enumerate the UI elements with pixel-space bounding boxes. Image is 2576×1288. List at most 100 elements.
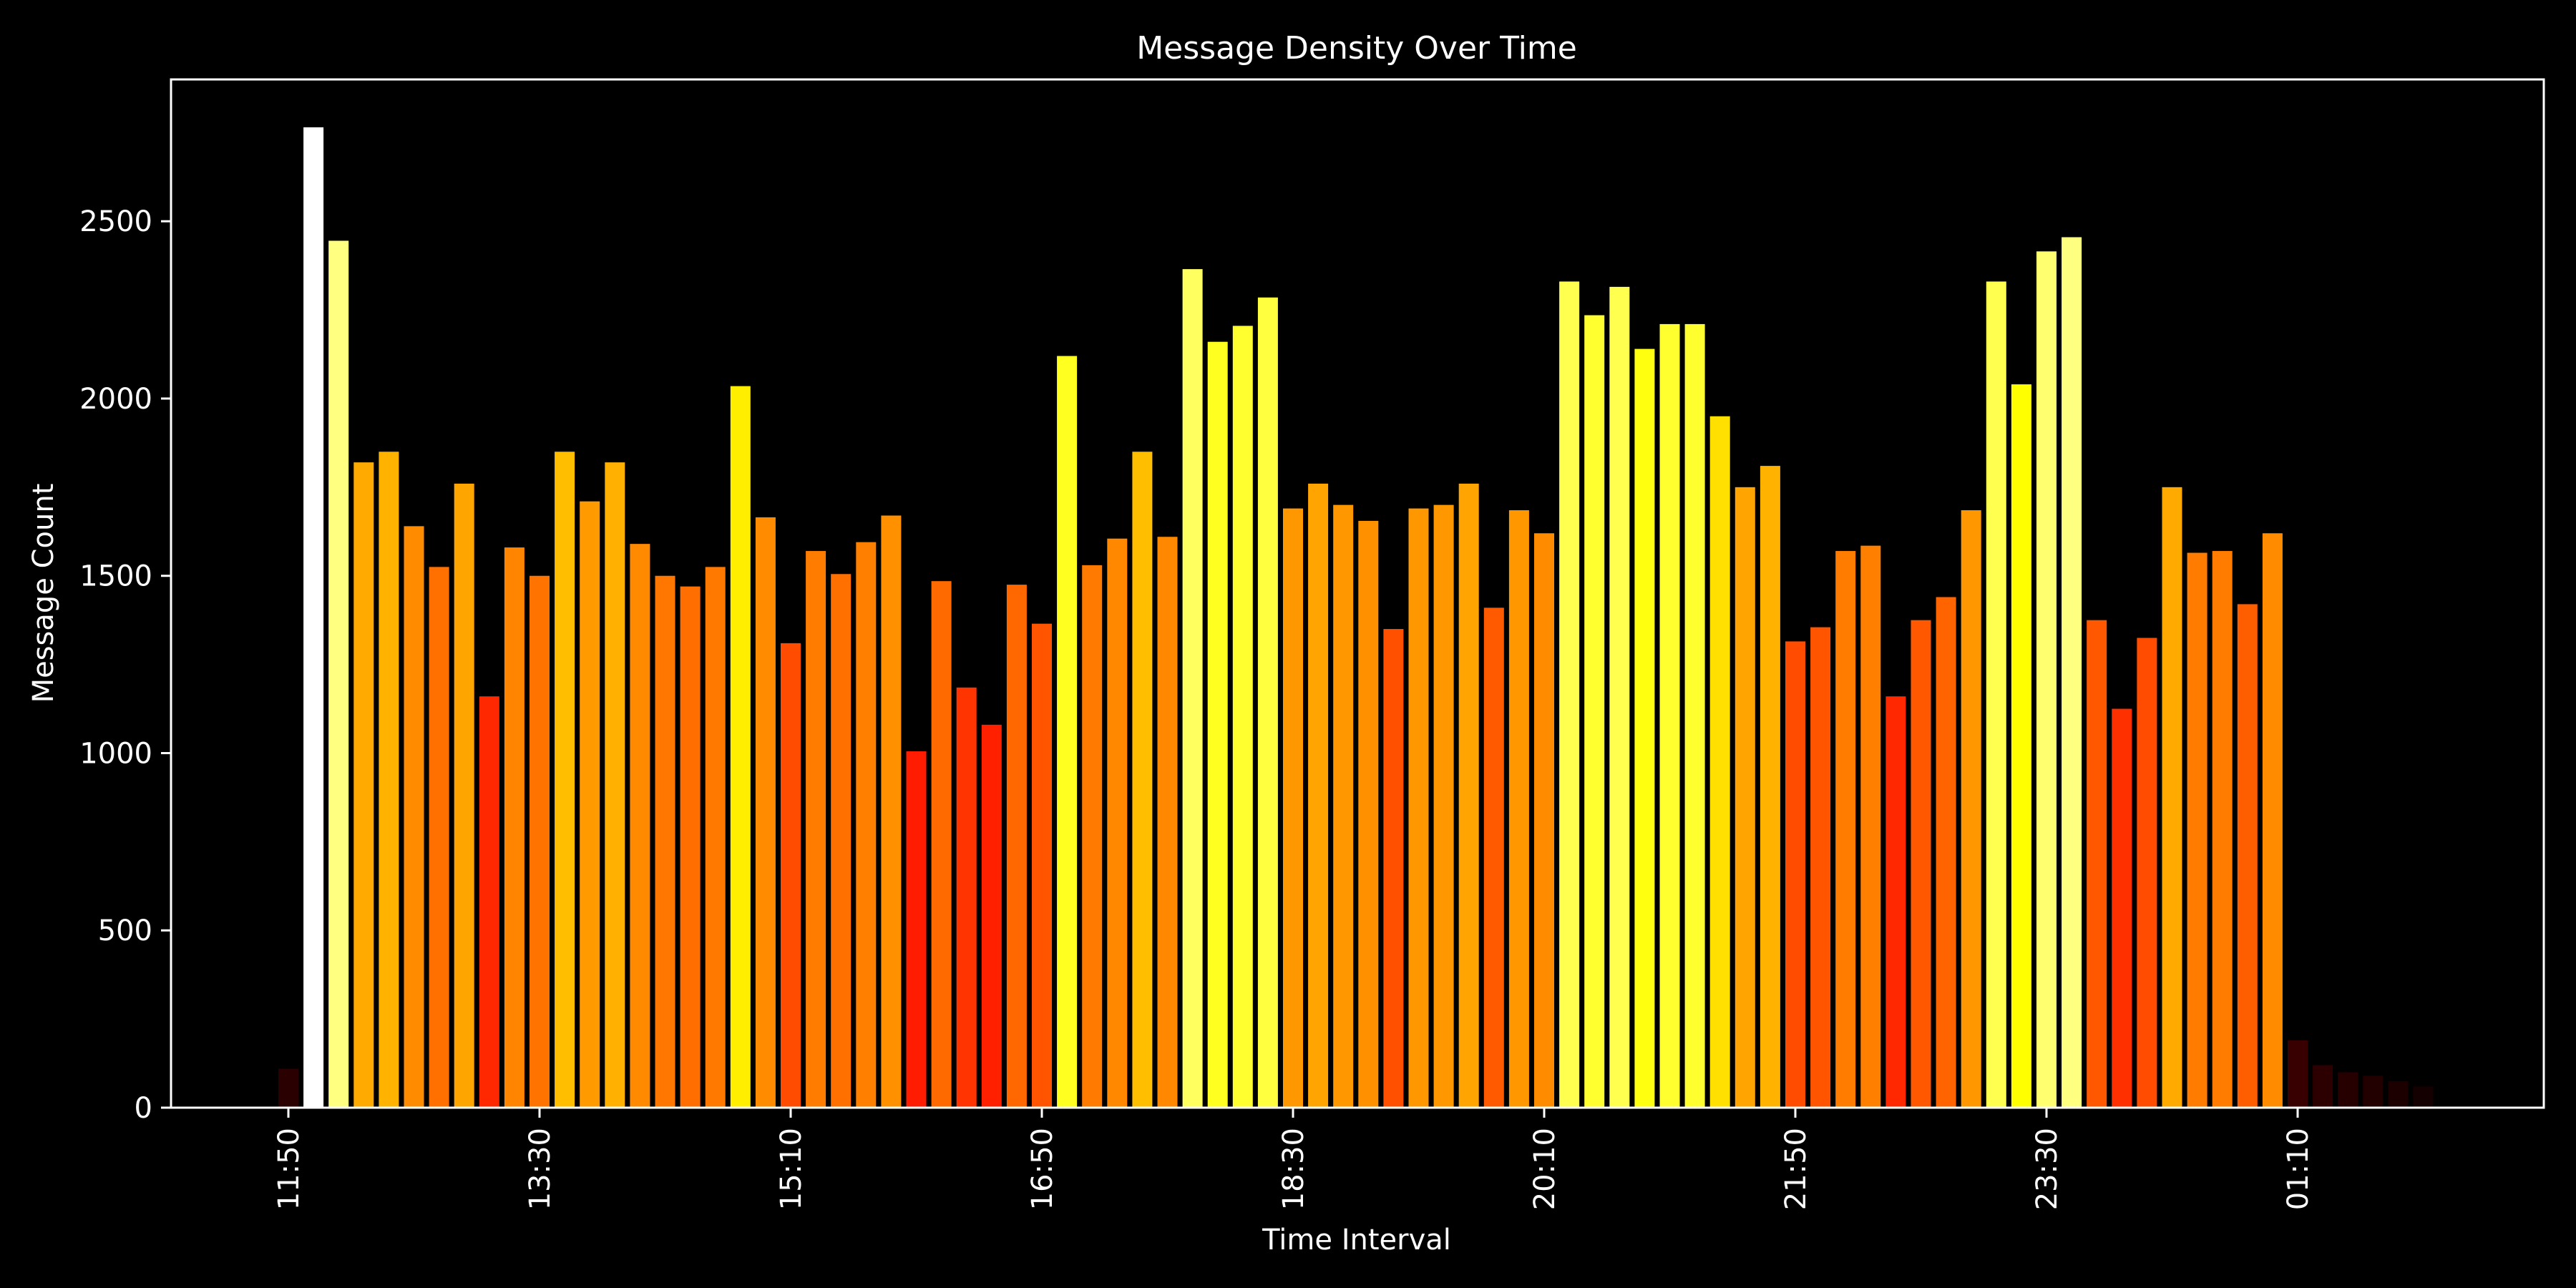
- bar: [1634, 348, 1655, 1108]
- bars-group: [278, 127, 2434, 1108]
- bar: [730, 386, 751, 1108]
- bar: [2288, 1040, 2308, 1108]
- bar: [555, 452, 575, 1108]
- bar: [2338, 1072, 2358, 1108]
- bar: [2087, 620, 2107, 1108]
- y-tick-label: 1500: [79, 560, 152, 593]
- bar: [2187, 552, 2207, 1108]
- bar: [1659, 323, 1680, 1108]
- y-axis-label: Message Count: [27, 484, 60, 703]
- bar: [1835, 551, 1856, 1108]
- x-axis-label: Time Interval: [1262, 1224, 1451, 1257]
- bar: [680, 586, 701, 1108]
- bar: [1157, 537, 1178, 1108]
- x-tick-label: 23:30: [2031, 1128, 2064, 1210]
- x-tick-label: 13:30: [524, 1128, 557, 1210]
- bar: [2112, 708, 2132, 1108]
- bar: [630, 544, 650, 1108]
- bar: [755, 517, 776, 1108]
- bar: [981, 724, 1002, 1108]
- bar: [328, 240, 349, 1108]
- bar: [454, 483, 474, 1108]
- y-tick-label: 500: [98, 914, 152, 947]
- bar: [655, 575, 675, 1108]
- bar: [1232, 326, 1253, 1108]
- bar: [2363, 1075, 2384, 1108]
- x-tick-label: 15:10: [775, 1128, 808, 1210]
- bar: [2036, 251, 2057, 1108]
- bar: [1986, 281, 2006, 1108]
- bar: [379, 452, 399, 1108]
- bar: [1433, 504, 1454, 1108]
- bar: [1860, 545, 1881, 1108]
- bar: [479, 696, 499, 1108]
- bar: [1584, 315, 1605, 1108]
- bar: [2237, 604, 2258, 1108]
- bar: [931, 581, 952, 1108]
- x-axis: 11:50 13:30 15:10 16:50 18:30 20:10 21:50 23:30…: [273, 1108, 2315, 1210]
- bar: [1408, 508, 1429, 1108]
- bar: [605, 462, 625, 1108]
- bar: [2413, 1086, 2434, 1108]
- bar: [353, 462, 374, 1108]
- bar: [1283, 508, 1303, 1108]
- bar: [2011, 384, 2031, 1108]
- bar: [504, 547, 525, 1108]
- bar: [2388, 1080, 2409, 1108]
- bar: [1508, 510, 1529, 1108]
- bar: [1760, 466, 1780, 1108]
- bar: [303, 127, 324, 1108]
- bar: [2262, 533, 2283, 1108]
- bar: [1107, 538, 1128, 1108]
- bar: [1559, 281, 1580, 1108]
- bar: [1684, 323, 1705, 1108]
- bar: [429, 567, 449, 1108]
- bar: [1333, 504, 1354, 1108]
- bar: [1132, 452, 1153, 1108]
- bar: [530, 575, 550, 1108]
- bar: [1082, 565, 1103, 1108]
- x-tick-label: 16:50: [1026, 1128, 1059, 1210]
- bar: [278, 1068, 298, 1108]
- bar: [1483, 608, 1504, 1108]
- y-tick-label: 2500: [79, 205, 152, 238]
- y-tick-label: 2000: [79, 383, 152, 416]
- bar: [1810, 627, 1831, 1108]
- x-tick-label: 20:10: [1528, 1128, 1561, 1210]
- bar: [1785, 641, 1805, 1108]
- bar: [831, 574, 852, 1108]
- bar: [2313, 1065, 2333, 1108]
- chart-title: Message Density Over Time: [1136, 30, 1577, 67]
- bar: [1006, 585, 1027, 1108]
- bar: [781, 643, 801, 1108]
- x-tick-label: 21:50: [1780, 1128, 1813, 1210]
- bar: [1182, 269, 1203, 1108]
- bar: [806, 551, 826, 1108]
- bar: [1032, 623, 1052, 1108]
- bar: [2162, 487, 2182, 1108]
- bar: [1911, 620, 1931, 1108]
- bar: [1609, 286, 1630, 1108]
- bar: [1207, 341, 1228, 1108]
- bar: [1308, 483, 1329, 1108]
- bar: [404, 526, 424, 1108]
- bar: [1961, 510, 1981, 1108]
- bar: [1885, 696, 1906, 1108]
- bar: [1358, 520, 1379, 1108]
- bar: [1735, 487, 1755, 1108]
- bar: [705, 567, 726, 1108]
- bar: [1057, 356, 1078, 1108]
- bar: [1383, 629, 1404, 1108]
- bar: [2212, 551, 2233, 1108]
- bar: [1534, 533, 1554, 1108]
- bar: [1936, 597, 1956, 1108]
- x-tick-label: 11:50: [273, 1128, 306, 1210]
- y-tick-label: 1000: [79, 737, 152, 770]
- x-tick-label: 18:30: [1277, 1128, 1310, 1210]
- bar: [1458, 483, 1479, 1108]
- bar: [956, 687, 977, 1108]
- bar: [881, 515, 902, 1108]
- bar: [906, 751, 927, 1108]
